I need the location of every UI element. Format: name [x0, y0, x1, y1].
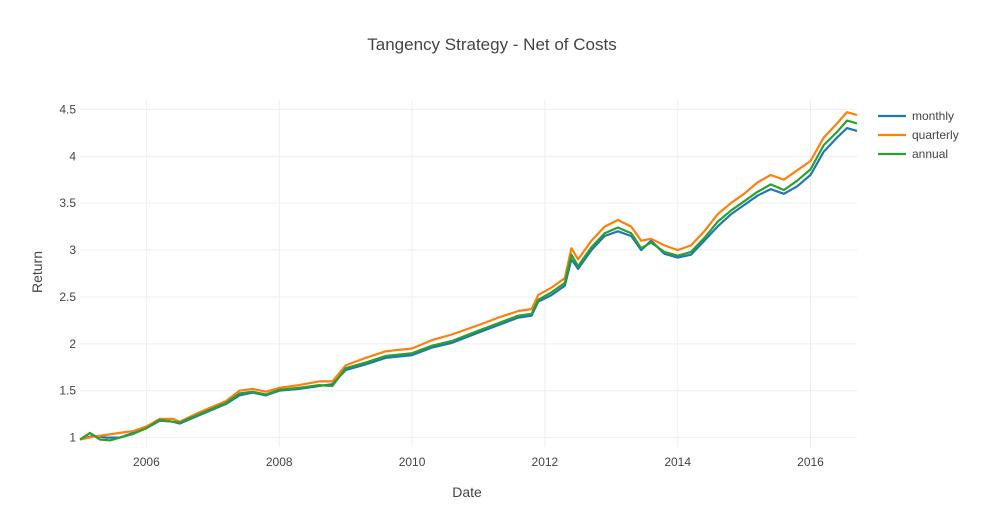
series-line-annual [79, 119, 858, 442]
x-tick-label: 2008 [266, 455, 293, 469]
y-tick-label: 1 [69, 431, 76, 445]
x-tick-label: 2016 [797, 455, 824, 469]
y-axis-title: Return [29, 251, 45, 293]
legend-label-monthly: monthly [912, 109, 954, 123]
x-axis-title: Date [452, 484, 482, 500]
y-tick-label: 1.5 [59, 384, 76, 398]
x-tick-label: 2012 [532, 455, 559, 469]
y-tick-label: 4 [69, 149, 76, 163]
x-axis-ticks: 2006 2008 2010 2012 2014 2016 [133, 455, 824, 469]
plot-area [79, 111, 858, 442]
legend-label-quarterly: quarterly [912, 128, 959, 142]
x-tick-label: 2010 [399, 455, 426, 469]
chart-title: Tangency Strategy - Net of Costs [367, 35, 616, 54]
series-line-monthly [79, 127, 858, 441]
x-tick-label: 2014 [664, 455, 691, 469]
y-axis-ticks: 1 1.5 2 2.5 3 3.5 4 4.5 [59, 102, 76, 444]
legend-label-annual: annual [912, 147, 948, 161]
y-tick-label: 2 [69, 337, 76, 351]
gridlines [80, 100, 857, 447]
y-tick-label: 3 [69, 243, 76, 257]
x-tick-label: 2006 [133, 455, 160, 469]
legend: monthly quarterly annual [878, 109, 959, 161]
y-tick-label: 4.5 [59, 102, 76, 116]
y-tick-label: 2.5 [59, 290, 76, 304]
y-tick-label: 3.5 [59, 196, 76, 210]
series-line-quarterly [79, 111, 858, 441]
